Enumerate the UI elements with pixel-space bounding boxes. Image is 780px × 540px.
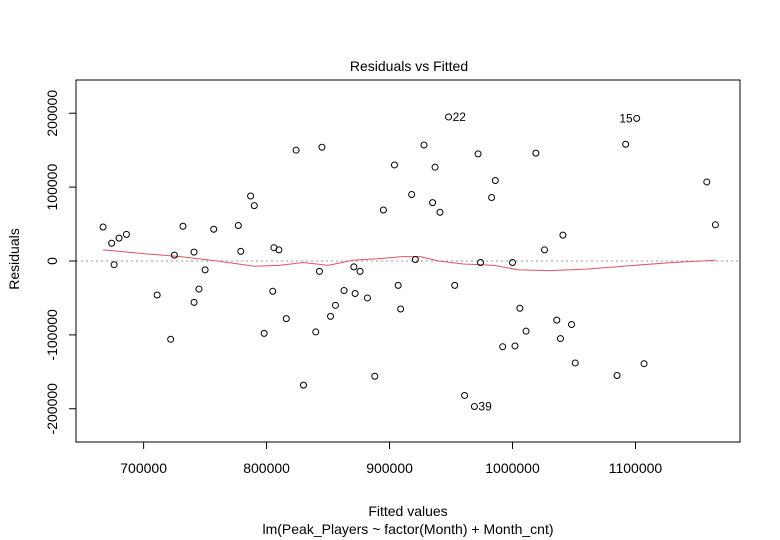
data-point (195, 285, 203, 293)
data-point (327, 312, 335, 320)
x-tick-label: 800000 (243, 460, 290, 476)
data-point (153, 291, 161, 299)
data-point (451, 281, 459, 289)
data-point (622, 140, 630, 148)
x-tick-label: 700000 (120, 460, 167, 476)
data-point (363, 294, 371, 302)
data-point (110, 261, 118, 269)
data-point (108, 239, 116, 247)
y-tick-label: 200000 (44, 90, 60, 137)
data-point (275, 246, 283, 254)
data-point (201, 266, 209, 274)
y-tick-label: 0 (44, 257, 60, 265)
data-point (99, 223, 107, 231)
data-point (516, 304, 524, 312)
data-point (210, 225, 218, 233)
data-point (556, 335, 564, 343)
data-point (633, 114, 641, 122)
y-tick-label: -200000 (44, 383, 60, 435)
x-tick-label: 900000 (366, 460, 413, 476)
smoother-line (103, 249, 716, 272)
data-point (167, 335, 175, 343)
data-point (461, 391, 469, 399)
data-point (703, 178, 711, 186)
data-point (122, 230, 130, 238)
data-point (340, 287, 348, 295)
x-tick-label: 1000000 (485, 460, 540, 476)
data-point (179, 222, 187, 230)
y-axis: -200000 -100000 0 100000 200000 (44, 90, 77, 435)
point-labels-group: 22 15 39 (453, 110, 633, 414)
x-axis-sublabel: lm(Peak_Players ~ factor(Month) + Month_… (262, 521, 553, 537)
data-point (571, 359, 579, 367)
points-group (99, 113, 719, 411)
data-point (247, 192, 255, 200)
data-point (371, 372, 379, 380)
x-axis: 700000 800000 900000 1000000 1100000 (120, 441, 663, 476)
data-point (429, 199, 437, 207)
point-label: 15 (619, 111, 633, 125)
data-point (394, 281, 402, 289)
data-point (613, 372, 621, 380)
data-point (379, 206, 387, 214)
data-point (397, 305, 405, 313)
data-point (474, 150, 482, 158)
data-point (470, 403, 478, 411)
data-point (299, 381, 307, 389)
data-point (237, 247, 245, 255)
data-point (282, 315, 290, 323)
data-point (711, 221, 719, 229)
data-point (234, 222, 242, 230)
data-point (269, 287, 277, 295)
data-point (491, 176, 499, 184)
data-point (331, 301, 339, 309)
data-point (190, 248, 198, 256)
point-label: 22 (453, 110, 467, 124)
y-tick-label: 100000 (44, 164, 60, 211)
data-point (350, 263, 358, 271)
data-point (488, 193, 496, 201)
data-point (408, 191, 416, 199)
data-point (115, 234, 123, 242)
data-point (640, 360, 648, 368)
data-point (509, 258, 517, 266)
data-point (436, 208, 444, 216)
data-point (559, 231, 567, 239)
data-point (445, 113, 453, 121)
x-axis-label: Fitted values (368, 503, 447, 519)
data-point (511, 342, 519, 350)
data-point (250, 202, 258, 210)
data-point (499, 343, 507, 351)
data-point (190, 298, 198, 306)
data-point (532, 149, 540, 157)
data-point (477, 258, 485, 266)
data-point (356, 267, 364, 275)
point-label: 39 (478, 400, 492, 414)
data-point (315, 267, 323, 275)
data-point (522, 327, 530, 335)
data-point (411, 256, 419, 264)
data-point (553, 316, 561, 324)
data-point (292, 146, 300, 154)
y-tick-label: -100000 (44, 309, 60, 361)
y-axis-label: Residuals (6, 228, 22, 289)
data-point (390, 161, 398, 169)
data-point (568, 321, 576, 329)
data-point (318, 143, 326, 151)
x-tick-label: 1100000 (609, 460, 663, 476)
data-point (431, 163, 439, 171)
data-point (540, 246, 548, 254)
chart-title: Residuals vs Fitted (350, 58, 468, 74)
data-point (420, 141, 428, 149)
data-point (260, 329, 268, 337)
plot-box (75, 79, 741, 443)
data-point (351, 290, 359, 298)
data-point (170, 251, 178, 259)
data-point (312, 328, 320, 336)
